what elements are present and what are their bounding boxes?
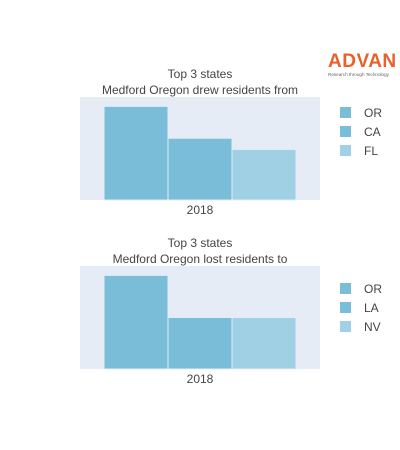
legend-swatch-la — [340, 302, 351, 313]
bar-or — [103, 274, 169, 370]
legend-swatch-fl — [340, 145, 351, 156]
legend-label-fl: FL — [364, 144, 378, 158]
logo-wordmark: ADVAN — [328, 51, 397, 72]
bar-ca — [167, 137, 233, 201]
chart-title: Top 3 states — [168, 236, 233, 250]
legend-label-nv: NV — [364, 320, 381, 334]
chart-subtitle: Medford Oregon lost residents to — [113, 252, 288, 266]
bar-fl — [231, 148, 297, 201]
legend-label-ca: CA — [364, 125, 381, 139]
legend-label-or: OR — [364, 106, 382, 120]
x-tick-label: 2018 — [187, 372, 214, 386]
legend-swatch-ca — [340, 126, 351, 137]
advan-logo: ADVAN Research through Technology — [328, 52, 396, 78]
legend-swatch-or — [340, 283, 351, 294]
bar-nv — [231, 317, 297, 370]
logo-tagline: Research through Technology — [328, 72, 389, 77]
legend-swatch-or — [340, 107, 351, 118]
chart-title: Top 3 states — [168, 67, 233, 81]
x-tick-label: 2018 — [187, 203, 214, 217]
legend-swatch-nv — [340, 321, 351, 332]
bar-or — [103, 105, 169, 201]
legend-label-la: LA — [364, 301, 379, 315]
bar-la — [167, 317, 233, 370]
chart-subtitle: Medford Oregon drew residents from — [102, 83, 298, 97]
legend-label-or: OR — [364, 282, 382, 296]
